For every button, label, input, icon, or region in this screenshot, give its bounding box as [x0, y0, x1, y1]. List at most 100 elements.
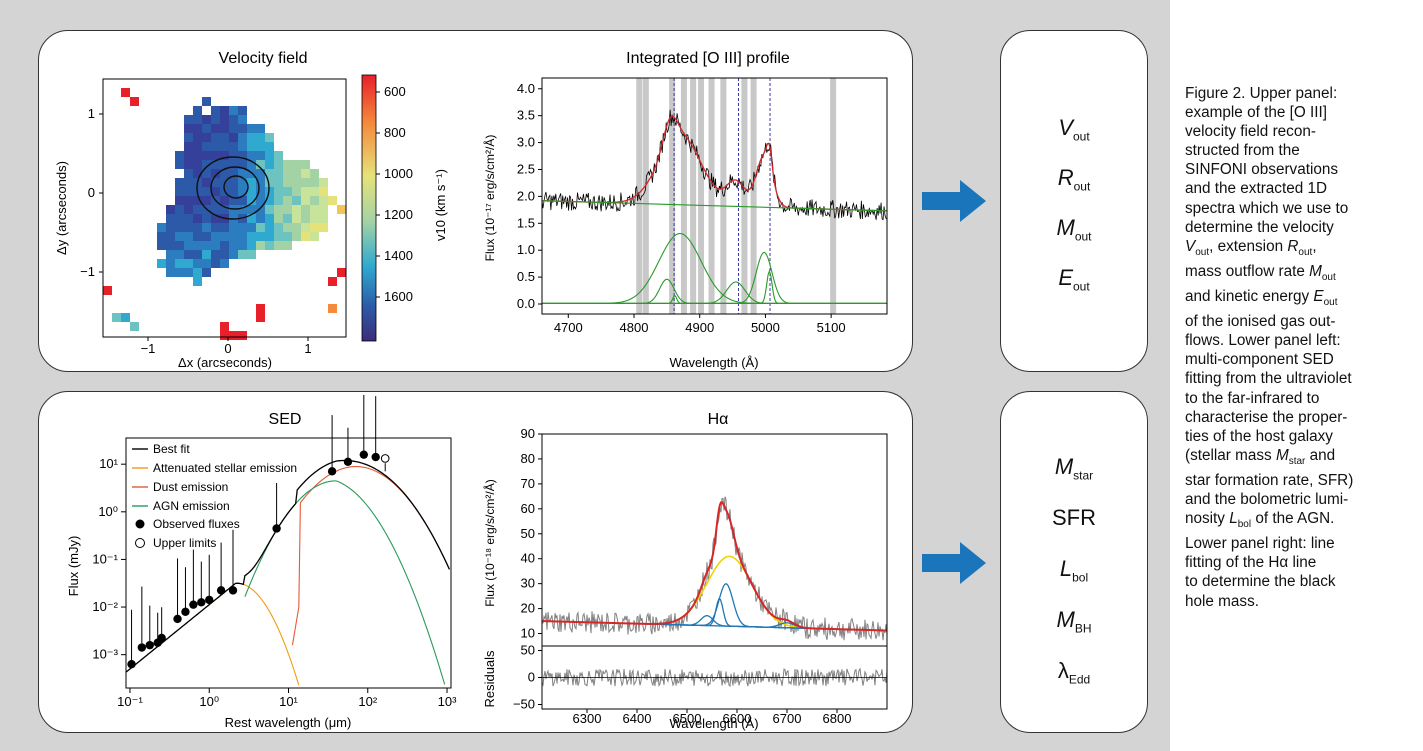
velocity-pixel: [265, 223, 274, 232]
velocity-pixel: [166, 259, 175, 268]
velocity-pixel: [256, 214, 265, 223]
observed-point: [272, 524, 281, 533]
x-tick-label: 6800: [823, 711, 852, 726]
y-tick-label: 10⁻²: [92, 599, 118, 614]
velocity-pixel: [229, 331, 238, 340]
velocity-pixel: [292, 223, 301, 232]
observed-point: [327, 467, 337, 476]
velocity-pixel: [256, 241, 265, 250]
velocity-pixel: [193, 142, 202, 151]
agn-curve: [244, 480, 446, 685]
velocity-pixel: [193, 250, 202, 259]
observed-point: [145, 640, 154, 650]
quantity-e-out: Eout: [1058, 265, 1090, 294]
velocity-pixel: [175, 160, 184, 169]
best-fit-curve: [125, 459, 451, 673]
velocity-pixel: [211, 115, 220, 124]
velocity-pixel: [301, 214, 310, 223]
velocity-pixel: [193, 133, 202, 142]
y-tick-label: 50: [521, 643, 535, 658]
velocity-pixel: [265, 169, 274, 178]
velocity-pixel: [193, 259, 202, 268]
masked-region: [741, 78, 748, 314]
velocity-pixel: [310, 205, 319, 214]
velocity-pixel: [274, 223, 283, 232]
velocity-pixel: [184, 151, 193, 160]
velocity-pixel: [175, 178, 184, 187]
cbar-tick: 800: [384, 125, 406, 140]
velocity-pixel: [193, 241, 202, 250]
y-tick-label: 60: [521, 501, 535, 516]
y-tick-label: 40: [521, 551, 535, 566]
velocity-pixel: [202, 160, 211, 169]
x-tick-label: 5100: [817, 320, 846, 335]
x-tick-label: 6500: [673, 711, 702, 726]
sed-legend: Best fit Attenuated stellar emission Dus…: [132, 442, 297, 550]
velocity-pixel: [175, 232, 184, 241]
velocity-pixel: [256, 142, 265, 151]
velocity-pixel: [184, 214, 193, 223]
velocity-pixel: [202, 133, 211, 142]
velocity-pixel: [256, 160, 265, 169]
velocity-pixel: [202, 223, 211, 232]
velocity-pixel: [175, 268, 184, 277]
velocity-pixel: [130, 97, 139, 106]
velocity-pixel: [202, 169, 211, 178]
velocity-pixel: [211, 214, 220, 223]
velocity-pixel: [193, 151, 202, 160]
masked-region: [680, 78, 687, 314]
velocity-pixel: [220, 169, 229, 178]
velocity-pixel: [157, 232, 166, 241]
velocity-pixel: [247, 133, 256, 142]
velocity-pixel: [184, 187, 193, 196]
velocity-pixel: [184, 124, 193, 133]
velocity-pixel: [247, 241, 256, 250]
velocity-pixel: [265, 151, 274, 160]
velocity-pixel: [184, 142, 193, 151]
velocity-pixel: [247, 232, 256, 241]
y-tick-label: 2.0: [517, 188, 535, 203]
arrow-right-icon: [922, 180, 986, 222]
x-tick-label: 6400: [623, 711, 652, 726]
velocity-pixel: [247, 214, 256, 223]
vx-tick: 0: [224, 341, 231, 356]
x-tick-label: 6300: [573, 711, 602, 726]
velocity-pixel: [238, 187, 247, 196]
velocity-pixel: [175, 241, 184, 250]
velocity-pixel: [238, 250, 247, 259]
velocity-pixel: [319, 196, 328, 205]
velocity-pixel: [256, 178, 265, 187]
outflow-quantities-box: Vout Rout Mout Eout: [1000, 30, 1148, 372]
velocity-pixel: [301, 169, 310, 178]
velocity-pixel: [211, 241, 220, 250]
velocity-pixel: [256, 304, 265, 313]
observed-point: [181, 607, 190, 617]
velocity-pixel: [211, 232, 220, 241]
quantity-sfr: SFR: [1052, 505, 1096, 530]
velocity-pixel: [247, 187, 256, 196]
velocity-pixel: [310, 196, 319, 205]
velocity-pixel: [256, 205, 265, 214]
velocity-pixel: [265, 214, 274, 223]
continuum-line: [541, 200, 888, 212]
x-tick-label: 6600: [723, 711, 752, 726]
velocity-pixel: [247, 142, 256, 151]
cbar-tick: 1200: [384, 207, 413, 222]
velocity-pixel: [292, 169, 301, 178]
velocity-pixel: [238, 178, 247, 187]
x-tick-label: 10⁻¹: [117, 694, 143, 709]
velocity-pixel: [103, 286, 112, 295]
velocity-pixel: [184, 160, 193, 169]
velocity-pixel: [256, 151, 265, 160]
velocity-pixel: [265, 241, 274, 250]
legend-best-fit: Best fit: [153, 442, 190, 456]
velocity-pixel: [256, 232, 265, 241]
velocity-pixel: [292, 196, 301, 205]
velocity-pixel: [220, 322, 229, 331]
x-tick-label: 10²: [358, 694, 377, 709]
velocity-pixel: [229, 169, 238, 178]
y-tick-label: 3.5: [517, 108, 535, 123]
velocity-pixel: [184, 268, 193, 277]
upper-limit-point: [380, 454, 390, 463]
velocity-pixel: [292, 178, 301, 187]
